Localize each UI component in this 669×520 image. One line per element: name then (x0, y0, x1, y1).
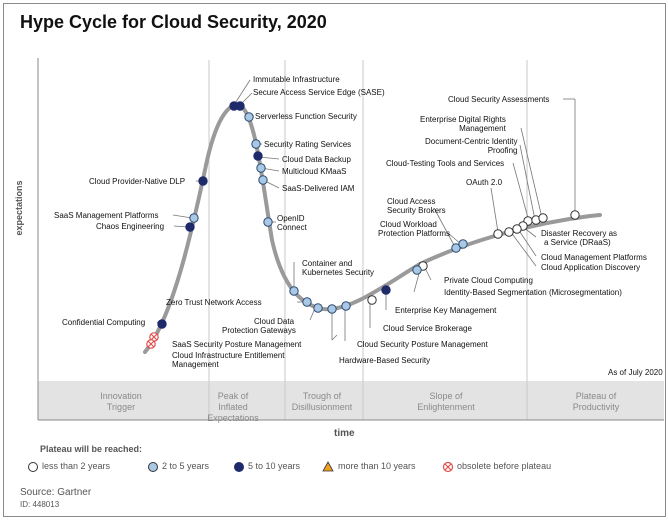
tech-label: Zero Trust Network Access (166, 298, 262, 307)
tech-label: Cloud Workload Protection Platforms (378, 220, 451, 238)
tech-label: Cloud Access Security Brokers (387, 197, 446, 215)
tech-label: Cloud Service Brokerage (383, 324, 472, 333)
tech-label: Cloud Data Backup (282, 155, 351, 164)
tech-marker (258, 175, 268, 185)
hype-curve (143, 103, 602, 354)
document-id: ID: 448013 (20, 500, 60, 509)
phase-band (38, 381, 664, 420)
legend-label-5-to-10: 5 to 10 years (248, 461, 301, 471)
tech-label: Cloud Data Protection Gateways (222, 317, 296, 335)
tech-marker-obsolete (146, 339, 156, 349)
tech-label: SaaS-Delivered IAM (282, 184, 355, 193)
tech-marker (570, 210, 580, 220)
tech-label: Private Cloud Computing (444, 276, 533, 285)
tech-label: OpenID Connect (277, 214, 307, 232)
legend-marker-5-to-10 (234, 462, 244, 472)
tech-marker (504, 227, 514, 237)
phase-label-slope: Slope of Enlightenment (417, 391, 475, 412)
tech-marker (327, 304, 337, 314)
tech-label: Container and Kubernetes Security (302, 259, 375, 277)
tech-marker (263, 217, 273, 227)
tech-marker (189, 213, 199, 223)
tech-label: Security Rating Services (264, 140, 352, 149)
legend-marker-2-to-5 (148, 462, 158, 472)
legend-marker-more-than-10 (322, 461, 334, 472)
x-axis-label: time (334, 428, 355, 439)
technology-markers (146, 101, 580, 349)
legend-title: Plateau will be reached: (40, 444, 143, 454)
tech-marker (341, 301, 351, 311)
tech-marker (451, 243, 461, 253)
tech-label: Serverless Function Security (255, 112, 357, 121)
tech-marker (538, 213, 548, 223)
tech-label: Hardware-Based Security (339, 356, 431, 365)
tech-label: SaaS Management Platforms (54, 211, 159, 220)
legend-label-more-than-10: more than 10 years (338, 461, 416, 471)
tech-marker (185, 222, 195, 232)
legend-marker-obsolete (442, 461, 454, 473)
tech-marker (235, 101, 245, 111)
phase-label-plateau: Plateau of Productivity (572, 391, 620, 412)
tech-label: Cloud Security Assessments (448, 95, 550, 104)
source-label: Source: Gartner (20, 487, 92, 498)
tech-marker (458, 239, 468, 249)
legend-marker-less-than-2 (28, 462, 38, 472)
tech-label: Multicloud KMaaS (282, 167, 347, 176)
tech-marker-obsolete (149, 332, 159, 342)
tech-label: Cloud Management Platforms (541, 253, 647, 262)
tech-marker (244, 112, 254, 122)
tech-marker (367, 295, 377, 305)
tech-label: Identity-Based Segmentation (Microsegmen… (444, 288, 622, 297)
tech-label: Cloud Security Posture Management (357, 340, 488, 349)
tech-marker (198, 176, 208, 186)
page-title: Hype Cycle for Cloud Security, 2020 (20, 12, 327, 32)
tech-marker (512, 224, 522, 234)
tech-label: Cloud-Testing Tools and Services (386, 159, 505, 168)
tech-marker (313, 303, 323, 313)
tech-marker (253, 151, 263, 161)
tech-marker (302, 297, 312, 307)
legend-label-2-to-5: 2 to 5 years (162, 461, 210, 471)
phase-label-peak: Peak of Inflated Expectations (207, 391, 259, 423)
tech-marker (157, 319, 167, 329)
tech-label: Immutable Infrastructure (253, 75, 340, 84)
tech-label: Disaster Recovery as a Service (DRaaS) (541, 229, 618, 247)
tech-label: SaaS Security Posture Management (172, 340, 302, 349)
tech-marker (412, 265, 422, 275)
tech-label: Document-Centric Identity Proofing (425, 137, 518, 155)
tech-label: Secure Access Service Edge (SASE) (253, 88, 385, 97)
phase-separators (208, 60, 528, 420)
tech-marker (256, 163, 266, 173)
legend-label-less-than-2: less than 2 years (42, 461, 111, 471)
tech-marker (289, 286, 299, 296)
tech-label: Chaos Engineering (96, 222, 165, 231)
y-axis-label: expectations (14, 180, 24, 236)
legend-label-obsolete: obsolete before plateau (457, 461, 552, 471)
legend-markers (28, 461, 454, 473)
tech-label: Cloud Application Discovery (541, 263, 641, 272)
phase-label-trough: Trough of Disillusionment (291, 391, 353, 412)
tech-marker (493, 229, 503, 239)
tech-label: Enterprise Digital Rights Management (420, 115, 506, 133)
chart-frame (3, 3, 666, 517)
tech-marker (381, 285, 391, 295)
tech-label: Confidential Computing (62, 318, 146, 327)
tech-label: OAuth 2.0 (466, 178, 503, 187)
tech-label: Cloud Provider-Native DLP (89, 177, 186, 186)
phase-label-innovation: Innovation Trigger (100, 391, 142, 412)
tech-marker (251, 139, 261, 149)
tech-label: Enterprise Key Management (395, 306, 497, 315)
tech-label: Cloud Infrastructure Entitlement Manageme… (172, 351, 285, 369)
as-of-label: As of July 2020 (608, 368, 663, 377)
